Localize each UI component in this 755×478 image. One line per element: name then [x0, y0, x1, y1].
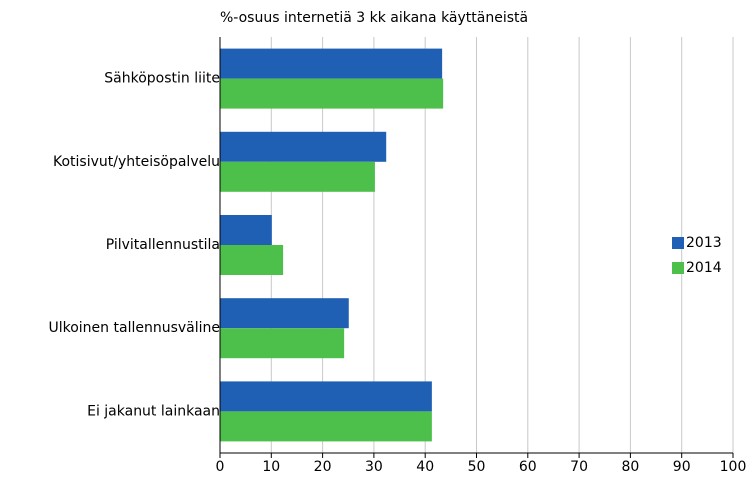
- chart-subtitle: %-osuus internetiä 3 kk aikana käyttänei…: [220, 10, 528, 26]
- y-tick-label: Sähköpostin liite: [104, 71, 220, 87]
- x-tick-label: 90: [673, 459, 691, 475]
- y-tick-label: Kotisivut/yhteisöpalvelu: [53, 154, 220, 170]
- x-tick-label: 0: [216, 459, 225, 475]
- legend-swatch: [672, 237, 684, 249]
- y-tick-label: Ulkoinen tallennusväline: [48, 320, 220, 336]
- bar: [220, 381, 432, 412]
- y-tick-label: Ei jakanut lainkaan: [87, 403, 220, 419]
- x-tick-label: 30: [365, 459, 383, 475]
- x-tick-label: 60: [519, 459, 537, 475]
- legend-label: 2014: [686, 260, 722, 276]
- bar: [220, 298, 349, 329]
- bar: [220, 328, 345, 359]
- legend-swatch: [672, 262, 684, 274]
- bar: [220, 411, 432, 442]
- x-tick-label: 20: [314, 459, 332, 475]
- y-tick-label: Pilvitallennustila: [106, 237, 220, 253]
- x-tick-label: 80: [621, 459, 639, 475]
- bar: [220, 131, 387, 162]
- legend-label: 2013: [686, 235, 722, 251]
- x-tick-label: 100: [720, 459, 747, 475]
- bar: [220, 215, 272, 245]
- bar: [220, 78, 444, 109]
- x-tick-label: 50: [468, 459, 486, 475]
- bar: [220, 245, 284, 275]
- x-tick-label: 10: [262, 459, 280, 475]
- x-tick-label: 70: [570, 459, 588, 475]
- x-tick-label: 40: [416, 459, 434, 475]
- bar: [220, 48, 443, 79]
- bar: [220, 161, 375, 192]
